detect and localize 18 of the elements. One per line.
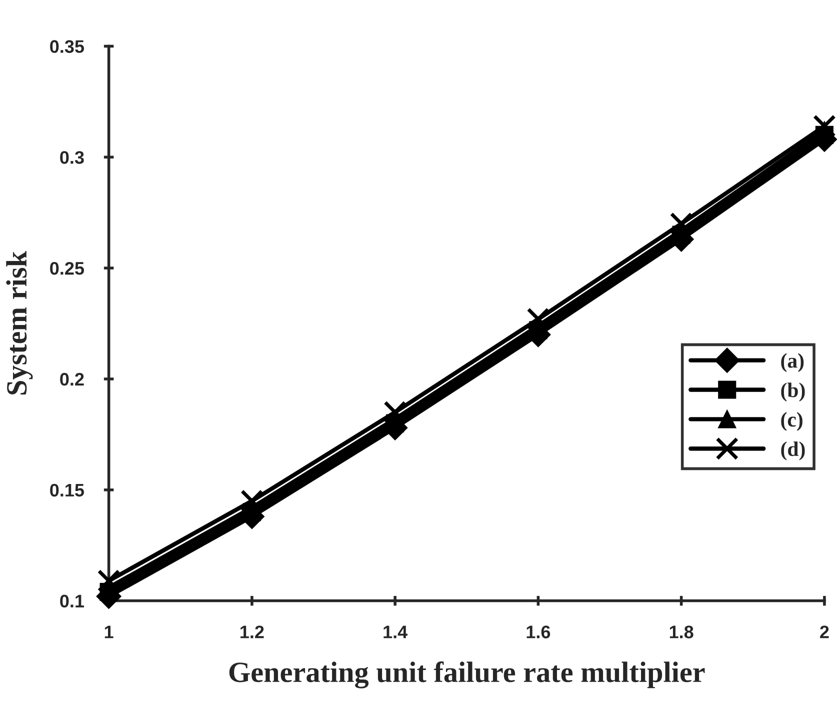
legend-label: (d) — [781, 441, 805, 460]
x-tick-label: 1 — [104, 626, 114, 638]
x-tick-label: 1.6 — [526, 626, 550, 638]
legend-label: (c) — [781, 412, 802, 431]
y-tick-label: 0.35 — [50, 40, 84, 53]
y-axis-title: System risk — [6, 251, 33, 394]
x-tick-label: 1.2 — [240, 626, 264, 638]
y-tick-label: 0.25 — [50, 262, 84, 275]
y-tick-label: 0.15 — [50, 484, 84, 497]
x-tick-label: 1.8 — [670, 626, 694, 638]
x-tick-label: 2 — [820, 626, 829, 638]
x-tick-label: 1.4 — [384, 626, 408, 638]
legend-label: (a) — [781, 353, 804, 372]
y-tick-label: 0.3 — [60, 151, 84, 164]
y-tick-label: 0.1 — [60, 594, 84, 608]
legend-label: (b) — [781, 382, 805, 402]
y-tick-label: 0.2 — [60, 372, 84, 386]
x-axis-title: Generating unit failure rate multiplier — [229, 661, 705, 688]
